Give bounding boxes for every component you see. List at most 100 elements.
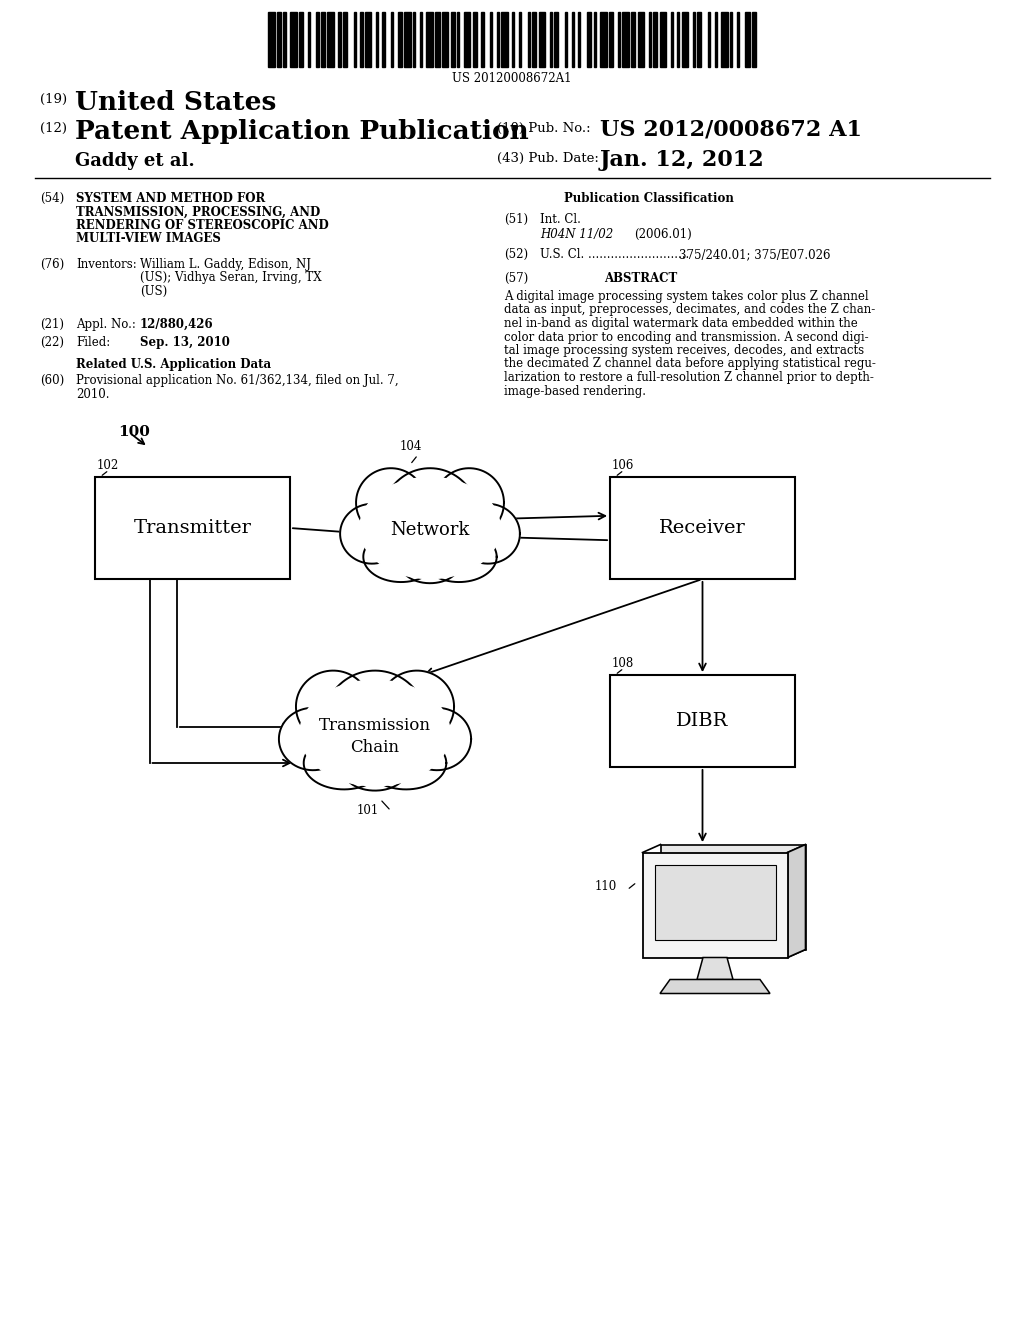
Bar — [565, 12, 567, 67]
Polygon shape — [377, 490, 482, 566]
Polygon shape — [426, 525, 434, 531]
Text: Int. Cl.: Int. Cl. — [540, 213, 581, 226]
Bar — [420, 12, 422, 67]
Bar — [391, 12, 393, 67]
Polygon shape — [398, 506, 462, 550]
Text: (21): (21) — [40, 318, 63, 331]
Bar — [671, 12, 673, 67]
Polygon shape — [323, 696, 428, 770]
Polygon shape — [348, 714, 401, 751]
Text: (57): (57) — [504, 272, 528, 285]
Text: (US); Vidhya Seran, Irving, TX: (US); Vidhya Seran, Irving, TX — [140, 272, 322, 285]
Bar — [354, 12, 356, 67]
Polygon shape — [367, 482, 494, 574]
Polygon shape — [401, 508, 459, 548]
Text: (10) Pub. No.:: (10) Pub. No.: — [497, 121, 591, 135]
Text: (43) Pub. Date:: (43) Pub. Date: — [497, 152, 599, 165]
Text: color data prior to encoding and transmission. A second digi-: color data prior to encoding and transmi… — [504, 330, 868, 343]
Bar — [648, 12, 651, 67]
Text: Transmitter: Transmitter — [133, 519, 252, 537]
Bar — [587, 12, 592, 67]
Polygon shape — [366, 737, 446, 789]
Text: image-based rendering.: image-based rendering. — [504, 384, 646, 397]
Text: Filed:: Filed: — [76, 337, 111, 348]
Bar — [501, 12, 508, 67]
Polygon shape — [642, 853, 787, 957]
Bar — [623, 12, 629, 67]
Bar — [677, 12, 679, 67]
Polygon shape — [388, 498, 472, 558]
Bar — [299, 12, 303, 67]
Bar — [376, 12, 378, 67]
Polygon shape — [371, 484, 489, 572]
Polygon shape — [311, 688, 439, 777]
Polygon shape — [279, 708, 347, 770]
Text: DIBR: DIBR — [676, 711, 729, 730]
Polygon shape — [318, 693, 431, 772]
Text: tal image processing system receives, decodes, and extracts: tal image processing system receives, de… — [504, 345, 864, 356]
Text: 12/880,426: 12/880,426 — [140, 318, 214, 331]
Bar — [697, 12, 701, 67]
Bar — [730, 12, 732, 67]
Text: US 2012/0008672 A1: US 2012/0008672 A1 — [600, 119, 862, 141]
Bar — [550, 12, 552, 67]
Bar — [610, 477, 795, 579]
Text: H04N 11/02: H04N 11/02 — [540, 228, 613, 242]
Bar — [451, 12, 455, 67]
Polygon shape — [697, 957, 733, 979]
Bar — [527, 12, 529, 67]
Polygon shape — [334, 704, 417, 762]
Text: Network: Network — [390, 521, 470, 539]
Text: United States: United States — [75, 90, 276, 115]
Text: Gaddy et al.: Gaddy et al. — [75, 152, 195, 170]
Text: Inventors:: Inventors: — [76, 257, 137, 271]
Bar — [284, 12, 286, 67]
Bar — [519, 12, 521, 67]
Text: Jan. 12, 2012: Jan. 12, 2012 — [600, 149, 765, 172]
Polygon shape — [359, 478, 500, 578]
Bar — [435, 12, 439, 67]
Text: ABSTRACT: ABSTRACT — [604, 272, 677, 285]
Polygon shape — [341, 709, 409, 756]
Bar — [653, 12, 657, 67]
Text: RENDERING OF STEREOSCOPIC AND: RENDERING OF STEREOSCOPIC AND — [76, 219, 329, 232]
Polygon shape — [345, 711, 406, 754]
Polygon shape — [421, 532, 497, 582]
Text: 108: 108 — [612, 657, 634, 671]
Polygon shape — [382, 469, 478, 565]
Bar — [579, 12, 581, 67]
Text: (52): (52) — [504, 248, 528, 261]
Polygon shape — [356, 719, 394, 747]
Bar — [360, 12, 362, 67]
Bar — [736, 12, 738, 67]
Polygon shape — [330, 701, 420, 764]
Polygon shape — [434, 469, 504, 537]
Text: larization to restore a full-resolution Z channel prior to depth-: larization to restore a full-resolution … — [504, 371, 873, 384]
Polygon shape — [371, 730, 379, 737]
Text: Patent Application Publication: Patent Application Publication — [75, 119, 528, 144]
Bar — [600, 12, 607, 67]
Polygon shape — [364, 532, 438, 582]
Polygon shape — [381, 492, 479, 564]
Bar — [532, 12, 537, 67]
Polygon shape — [307, 685, 442, 780]
Text: US 20120008672A1: US 20120008672A1 — [453, 73, 571, 84]
Polygon shape — [423, 523, 437, 533]
Polygon shape — [296, 671, 371, 743]
Text: 101: 101 — [357, 804, 379, 817]
Polygon shape — [380, 671, 454, 743]
Polygon shape — [456, 504, 520, 564]
Text: Transmission: Transmission — [319, 717, 431, 734]
Polygon shape — [660, 845, 806, 949]
Polygon shape — [340, 504, 403, 564]
Text: MULTI-VIEW IMAGES: MULTI-VIEW IMAGES — [76, 232, 221, 246]
Bar — [382, 12, 385, 67]
Bar — [571, 12, 573, 67]
Text: (US): (US) — [140, 285, 167, 298]
Text: Sep. 13, 2010: Sep. 13, 2010 — [140, 337, 229, 348]
Text: A digital image processing system takes color plus Z channel: A digital image processing system takes … — [504, 290, 868, 304]
Polygon shape — [406, 510, 455, 546]
Bar — [316, 12, 318, 67]
Polygon shape — [337, 706, 413, 759]
Bar — [397, 12, 402, 67]
